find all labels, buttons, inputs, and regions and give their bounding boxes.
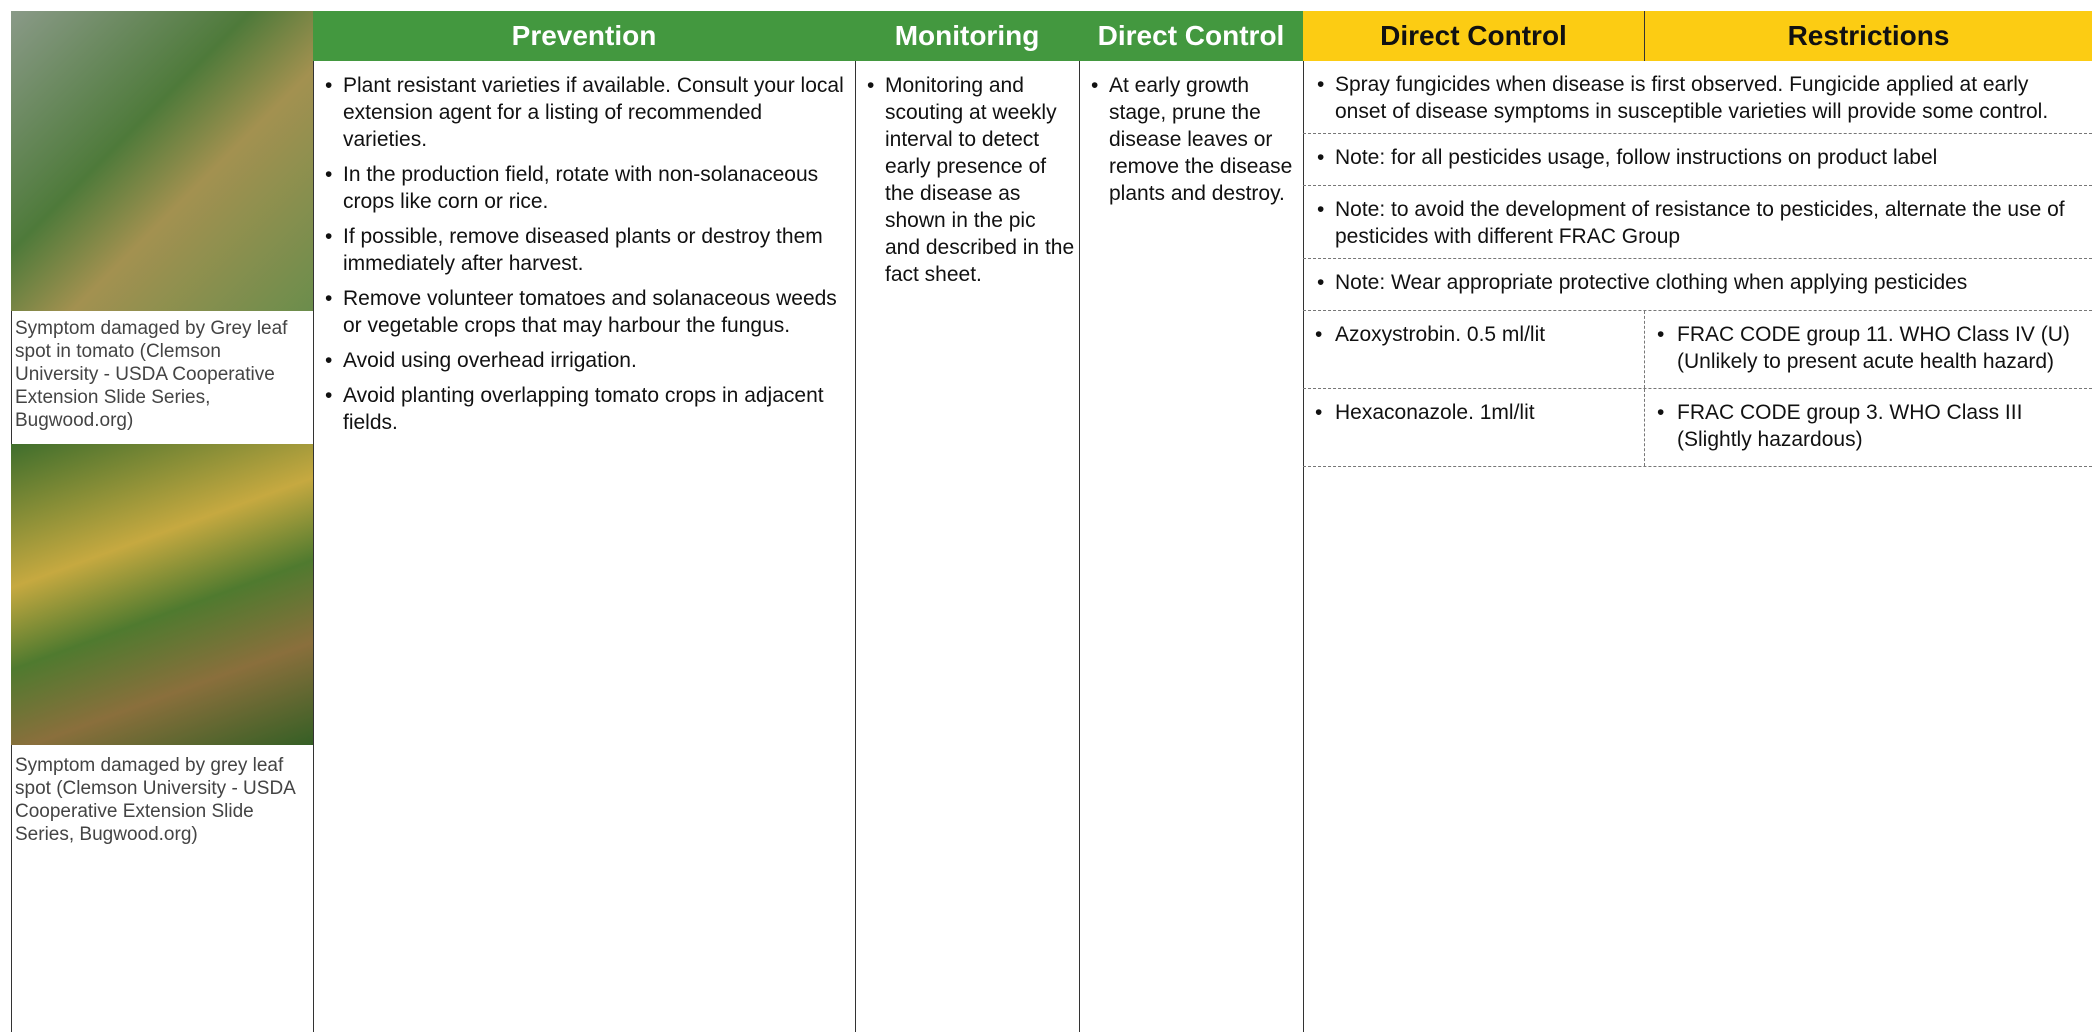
row: Azoxystrobin. 0.5 ml/litFRAC CODE group … xyxy=(1303,311,2092,389)
border xyxy=(1079,11,1080,1032)
chemical-table: Spray fungicides when disease is first o… xyxy=(1303,61,2092,467)
border xyxy=(313,11,314,1032)
list-item: Note: to avoid the development of resist… xyxy=(1315,196,2080,250)
row: Note: Wear appropriate protective clothi… xyxy=(1303,259,2092,311)
list-item: At early growth stage, prune the disease… xyxy=(1089,72,1299,207)
list-item: Avoid planting overlapping tomato crops … xyxy=(323,382,848,436)
row: Spray fungicides when disease is first o… xyxy=(1303,61,2092,134)
photo xyxy=(11,11,313,311)
header: Restrictions xyxy=(1645,11,2092,61)
list-item: Avoid using overhead irrigation. xyxy=(323,347,848,374)
list-item: Note: for all pesticides usage, follow i… xyxy=(1315,144,2080,171)
list-item: Azoxystrobin. 0.5 ml/lit xyxy=(1303,311,1645,388)
row: Note: to avoid the development of resist… xyxy=(1303,186,2092,259)
caption: Symptom damaged by Grey leaf spot in tom… xyxy=(15,318,288,431)
list-item: Plant resistant varieties if available. … xyxy=(323,72,848,153)
header: Monitoring xyxy=(855,11,1079,61)
list-item: In the production field, rotate with non… xyxy=(323,161,848,215)
list: Plant resistant varieties if available. … xyxy=(323,72,848,444)
border xyxy=(855,11,856,1032)
list-item: If possible, remove diseased plants or d… xyxy=(323,223,848,277)
row: Note: for all pesticides usage, follow i… xyxy=(1303,134,2092,186)
list-item: Remove volunteer tomatoes and solanaceou… xyxy=(323,285,848,339)
list-item: FRAC CODE group 11. WHO Class IV (U) (Un… xyxy=(1645,311,2092,388)
list: Monitoring and scouting at weekly interv… xyxy=(865,72,1075,296)
photo xyxy=(11,444,313,745)
list: At early growth stage, prune the disease… xyxy=(1089,72,1299,215)
list-item: Hexaconazole. 1ml/lit xyxy=(1303,389,1645,466)
border xyxy=(1303,11,1304,1032)
header: Direct Control xyxy=(1079,11,1303,61)
list-item: Note: Wear appropriate protective clothi… xyxy=(1315,269,2080,296)
list-item: Spray fungicides when disease is first o… xyxy=(1315,71,2080,125)
list-item: FRAC CODE group 3. WHO Class III (Slight… xyxy=(1645,389,2092,466)
row: Hexaconazole. 1ml/litFRAC CODE group 3. … xyxy=(1303,389,2092,467)
header: Prevention xyxy=(313,11,855,61)
header: Direct Control xyxy=(1303,11,1645,61)
list-item: Monitoring and scouting at weekly interv… xyxy=(865,72,1075,288)
caption: Symptom damaged by grey leaf spot (Clems… xyxy=(15,755,295,845)
